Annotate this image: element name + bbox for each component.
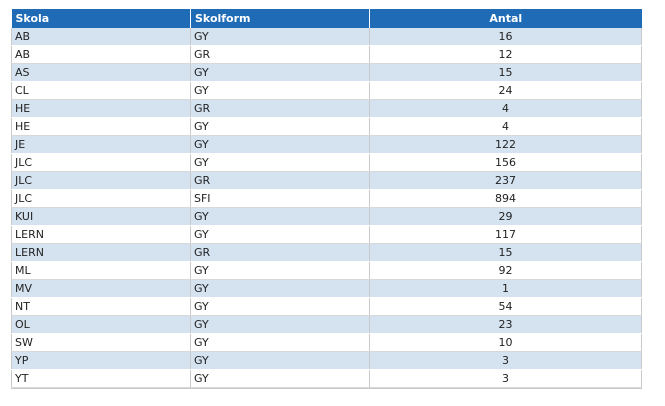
table-row: CL GY 24 xyxy=(11,81,642,100)
cell-school: CL xyxy=(11,81,191,100)
cell-school: YT xyxy=(11,369,191,388)
cell-school-form: GY xyxy=(190,135,370,154)
cell-school-form: GY xyxy=(190,117,370,136)
table-row: SW GY 10 xyxy=(11,333,642,352)
table-row: LERN GR 15 xyxy=(11,243,642,262)
table-row: YT GY 3 xyxy=(11,369,642,388)
cell-count: 92 xyxy=(369,261,642,280)
cell-count: 4 xyxy=(369,99,642,118)
cell-school-form: GR xyxy=(190,99,370,118)
table-row: JE GY 122 xyxy=(11,135,642,154)
cell-count: 23 xyxy=(369,315,642,334)
cell-school-form: GY xyxy=(190,153,370,172)
table-row: ML GY 92 xyxy=(11,261,642,280)
table-row: OL GY 23 xyxy=(11,315,642,334)
cell-school-form: GY xyxy=(190,351,370,370)
table-row: JLC GY 156 xyxy=(11,153,642,172)
cell-school: JLC xyxy=(11,189,191,208)
cell-count: 1 xyxy=(369,279,642,298)
cell-school-form: GY xyxy=(190,261,370,280)
cell-count: 156 xyxy=(369,153,642,172)
cell-school-form: GY xyxy=(190,315,370,334)
cell-school-form: GY xyxy=(190,28,370,46)
cell-school: JLC xyxy=(11,153,191,172)
cell-count: 15 xyxy=(369,63,642,82)
cell-count: 29 xyxy=(369,207,642,226)
cell-count: 24 xyxy=(369,81,642,100)
cell-count: 4 xyxy=(369,117,642,136)
cell-school: HE xyxy=(11,99,191,118)
cell-school-form: GY xyxy=(190,81,370,100)
cell-count: 16 xyxy=(369,28,642,46)
table-body: AB GY 16 AB GR 12 AS GY 15 CL GY 24 HE GR 4 HE GY 4 JE GY 12… xyxy=(11,28,642,388)
cell-school: ML xyxy=(11,261,191,280)
cell-school-form: GY xyxy=(190,279,370,298)
cell-school: JLC xyxy=(11,171,191,190)
cell-count: 894 xyxy=(369,189,642,208)
cell-school: NT xyxy=(11,297,191,316)
cell-school: KUI xyxy=(11,207,191,226)
table-row: LERN GY 117 xyxy=(11,225,642,244)
cell-count: 12 xyxy=(369,45,642,64)
cell-count: 3 xyxy=(369,351,642,370)
cell-count: 15 xyxy=(369,243,642,262)
cell-school-form: SFI xyxy=(190,189,370,208)
table-row: KUI GY 29 xyxy=(11,207,642,226)
table-row: YP GY 3 xyxy=(11,351,642,370)
cell-school: SW xyxy=(11,333,191,352)
cell-school: AS xyxy=(11,63,191,82)
cell-count: 54 xyxy=(369,297,642,316)
table-row: HE GR 4 xyxy=(11,99,642,118)
cell-school-form: GY xyxy=(190,207,370,226)
cell-school-form: GR xyxy=(190,243,370,262)
cell-count: 3 xyxy=(369,369,642,388)
column-header-school[interactable]: Skola xyxy=(11,9,191,28)
table-row: NT GY 54 xyxy=(11,297,642,316)
cell-school: AB xyxy=(11,45,191,64)
table-row: JLC SFI 894 xyxy=(11,189,642,208)
table-row: AS GY 15 xyxy=(11,63,642,82)
cell-school: JE xyxy=(11,135,191,154)
table-row: AB GY 16 xyxy=(11,28,642,46)
table-row: JLC GR 237 xyxy=(11,171,642,190)
school-count-table-container: Skola Skolform Antal AB GY 16 AB GR 12 AS GY 15 C… xyxy=(11,9,642,389)
cell-school-form: GR xyxy=(190,45,370,64)
cell-count: 122 xyxy=(369,135,642,154)
cell-school-form: GR xyxy=(190,171,370,190)
column-header-count[interactable]: Antal xyxy=(369,9,642,28)
column-header-school-form[interactable]: Skolform xyxy=(190,9,370,28)
cell-school-form: GY xyxy=(190,297,370,316)
cell-school: YP xyxy=(11,351,191,370)
table-row: AB GR 12 xyxy=(11,45,642,64)
cell-school: LERN xyxy=(11,243,191,262)
cell-school-form: GY xyxy=(190,333,370,352)
cell-count: 10 xyxy=(369,333,642,352)
cell-count: 117 xyxy=(369,225,642,244)
table-header: Skola Skolform Antal xyxy=(11,9,642,28)
cell-school: LERN xyxy=(11,225,191,244)
cell-count: 237 xyxy=(369,171,642,190)
cell-school-form: GY xyxy=(190,225,370,244)
cell-school: MV xyxy=(11,279,191,298)
table-row: HE GY 4 xyxy=(11,117,642,136)
school-count-table: Skola Skolform Antal AB GY 16 AB GR 12 AS GY 15 C… xyxy=(11,9,642,388)
cell-school: HE xyxy=(11,117,191,136)
cell-school: OL xyxy=(11,315,191,334)
cell-school-form: GY xyxy=(190,369,370,388)
table-row: MV GY 1 xyxy=(11,279,642,298)
cell-school: AB xyxy=(11,28,191,46)
cell-school-form: GY xyxy=(190,63,370,82)
header-row: Skola Skolform Antal xyxy=(11,9,642,28)
